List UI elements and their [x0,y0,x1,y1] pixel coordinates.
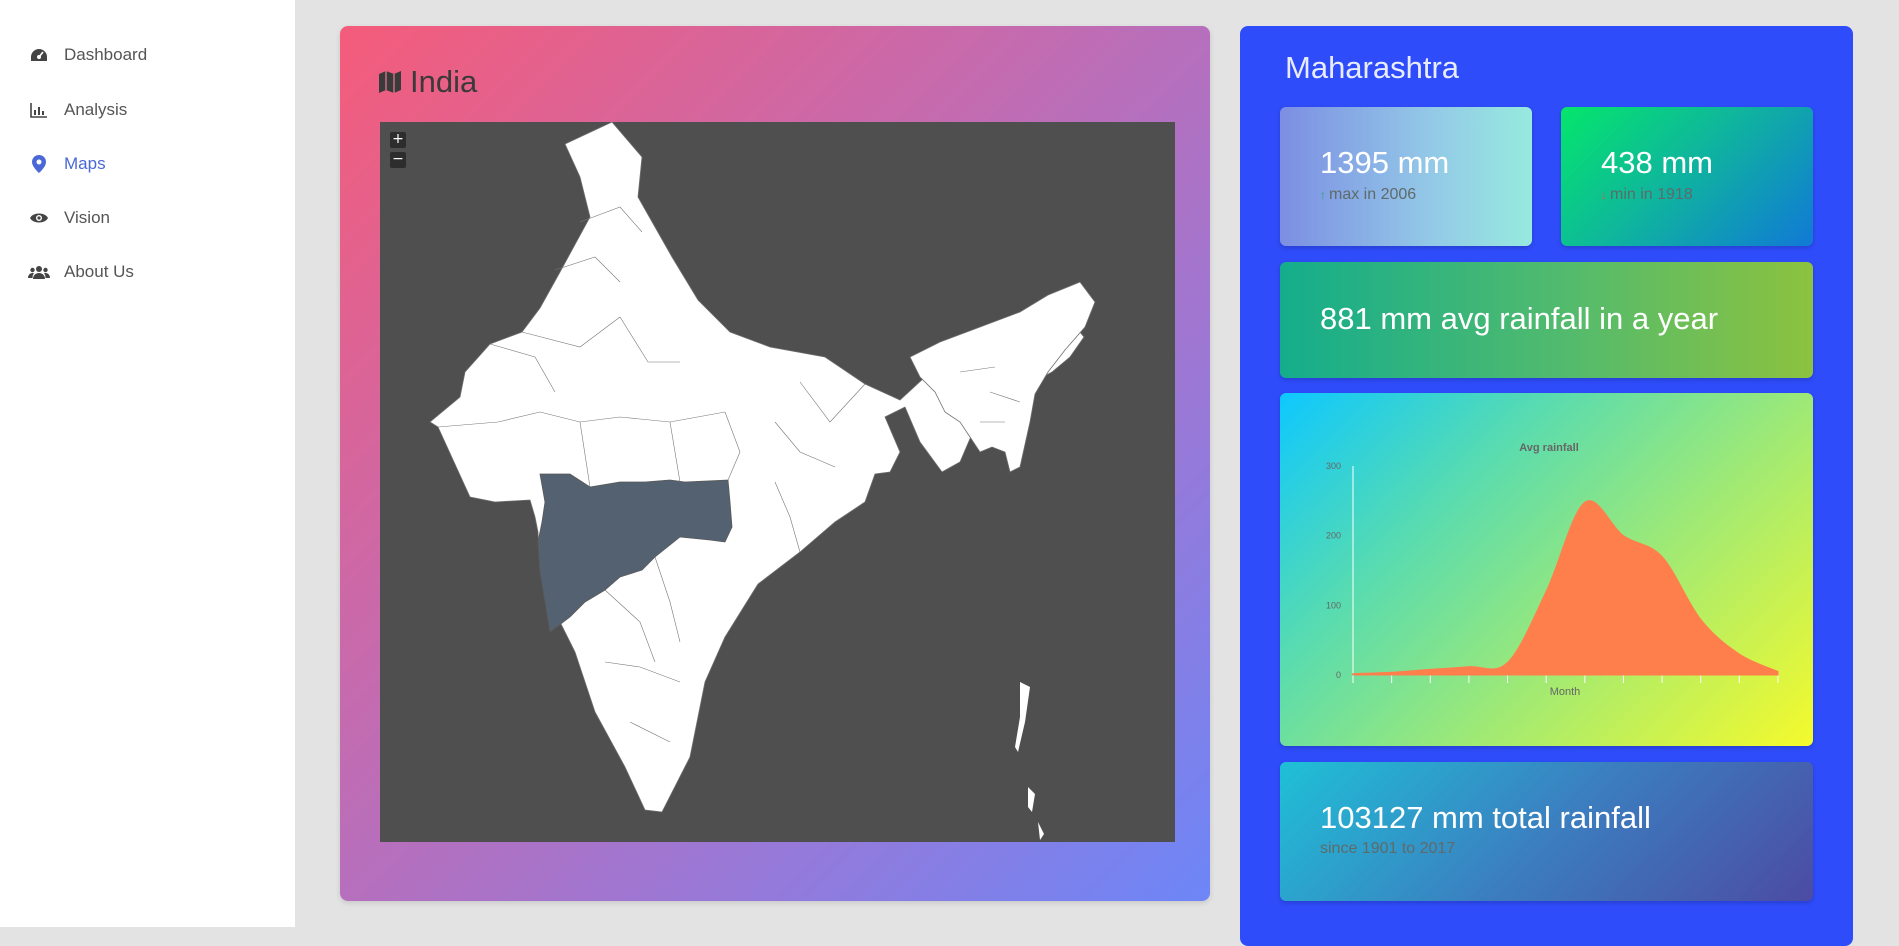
min-rainfall-caption-row: ↓ min in 1918 [1601,186,1693,204]
chart-y-tick-label: 100 [1326,600,1341,610]
total-rainfall-card: 103127 mm total rainfall since 1901 to 2… [1280,762,1813,901]
avg-rainfall-card: 881 mm avg rainfall in a year [1280,262,1813,378]
sidebar-item-dashboard[interactable]: Dashboard [28,40,147,70]
india-map-shape [380,122,1175,842]
max-rainfall-caption: max in 2006 [1329,186,1416,204]
chart-y-tick-label: 0 [1336,670,1341,680]
map-card: India + − [340,26,1210,901]
avg-rainfall-chart-card: Avg rainfall Month 0 100 200 300 [1280,393,1813,746]
state-title: Maharashtra [1285,50,1459,86]
nicobar-islands [1028,787,1044,840]
sidebar-item-label: About Us [64,262,134,282]
sidebar-item-about-us[interactable]: About Us [28,257,134,287]
map-title: India [378,64,477,100]
sidebar: Dashboard Analysis Maps Vision About Us [0,0,295,927]
sidebar-item-analysis[interactable]: Analysis [28,95,127,125]
map-marker-icon [28,153,50,175]
up-arrow-icon: ↑ [1320,188,1326,202]
max-rainfall-card: 1395 mm ↑ max in 2006 [1280,107,1532,246]
total-rainfall-caption: since 1901 to 2017 [1320,840,1455,858]
down-arrow-icon: ↓ [1601,188,1607,202]
min-rainfall-value: 438 mm [1601,145,1713,181]
map-title-text: India [410,64,477,100]
chart-x-axis-label: Month [1550,686,1581,698]
sidebar-item-label: Analysis [64,100,127,120]
eye-icon [28,207,50,229]
india-mainland [430,122,1084,812]
max-rainfall-value: 1395 mm [1320,145,1449,181]
state-detail-panel: Maharashtra 1395 mm ↑ max in 2006 438 mm… [1240,26,1853,946]
map-icon [378,70,402,94]
india-map[interactable]: + − [380,122,1175,842]
min-rainfall-card: 438 mm ↓ min in 1918 [1561,107,1813,246]
sidebar-item-label: Dashboard [64,45,147,65]
chart-y-tick-label: 200 [1326,531,1341,541]
bar-chart-icon [28,99,50,121]
chart-title: Avg rainfall [1519,442,1579,454]
sidebar-item-vision[interactable]: Vision [28,203,110,233]
andaman-islands [1015,682,1030,752]
max-rainfall-caption-row: ↑ max in 2006 [1320,186,1416,204]
avg-rainfall-chart: Avg rainfall Month 0 100 200 300 [1280,393,1813,746]
chart-y-tick-label: 300 [1326,461,1341,471]
dashboard-icon [28,44,50,66]
users-icon [28,261,50,283]
min-rainfall-caption: min in 1918 [1610,186,1693,204]
avg-rainfall-value: 881 mm avg rainfall in a year [1320,301,1718,337]
sidebar-item-label: Vision [64,208,110,228]
sidebar-item-label: Maps [64,154,106,174]
sidebar-item-maps[interactable]: Maps [28,149,106,179]
total-rainfall-value: 103127 mm total rainfall [1320,800,1651,836]
chart-area-series [1353,501,1778,675]
